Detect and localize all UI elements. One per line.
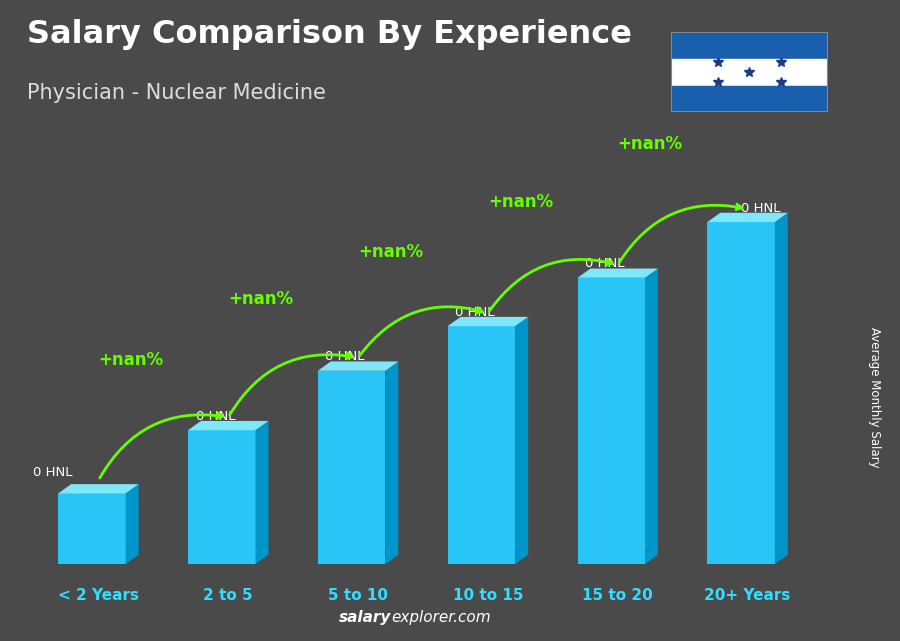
Polygon shape (58, 484, 139, 494)
Text: < 2 Years: < 2 Years (58, 588, 139, 603)
Polygon shape (126, 484, 139, 564)
Polygon shape (447, 317, 528, 326)
Text: explorer.com: explorer.com (392, 610, 491, 625)
Text: 15 to 20: 15 to 20 (582, 588, 653, 603)
Polygon shape (707, 213, 788, 222)
Text: 20+ Years: 20+ Years (705, 588, 791, 603)
Text: 0 HNL: 0 HNL (195, 410, 235, 423)
Bar (670, 85, 828, 112)
Text: 10 to 15: 10 to 15 (453, 588, 523, 603)
Polygon shape (515, 317, 528, 564)
Polygon shape (775, 213, 788, 564)
Polygon shape (188, 421, 268, 430)
Text: salary: salary (339, 610, 392, 625)
Text: 2 to 5: 2 to 5 (203, 588, 253, 603)
Polygon shape (256, 421, 268, 564)
Bar (670, 32, 828, 59)
Bar (578, 278, 645, 564)
Text: Salary Comparison By Experience: Salary Comparison By Experience (27, 19, 632, 50)
Text: +nan%: +nan% (98, 351, 164, 369)
Text: Average Monthly Salary: Average Monthly Salary (868, 327, 881, 468)
Bar (318, 370, 385, 564)
Text: 0 HNL: 0 HNL (325, 351, 364, 363)
Text: Physician - Nuclear Medicine: Physician - Nuclear Medicine (27, 83, 326, 103)
Polygon shape (385, 362, 399, 564)
Bar (670, 59, 828, 85)
Text: 5 to 10: 5 to 10 (328, 588, 388, 603)
Text: 0 HNL: 0 HNL (33, 465, 73, 479)
Bar (447, 326, 515, 564)
Text: +nan%: +nan% (488, 193, 553, 211)
Bar (188, 430, 256, 564)
Text: 0 HNL: 0 HNL (585, 258, 625, 271)
Text: +nan%: +nan% (617, 135, 683, 153)
Text: +nan%: +nan% (228, 290, 293, 308)
Bar (707, 222, 775, 564)
Text: 0 HNL: 0 HNL (455, 306, 495, 319)
Polygon shape (645, 269, 658, 564)
Text: 0 HNL: 0 HNL (741, 202, 780, 215)
Polygon shape (318, 362, 399, 370)
Polygon shape (578, 269, 658, 278)
Bar (58, 494, 126, 564)
Text: +nan%: +nan% (358, 243, 423, 261)
